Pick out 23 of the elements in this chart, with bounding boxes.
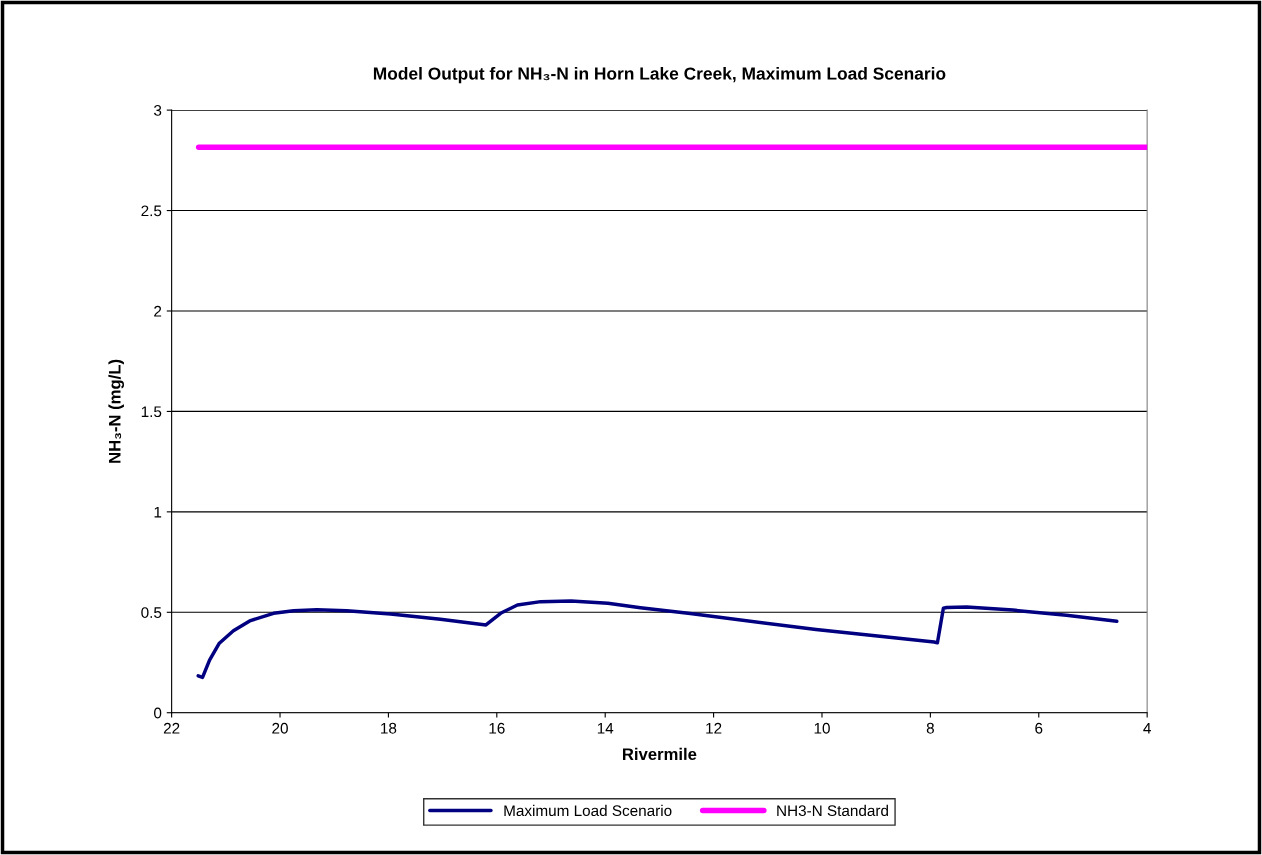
x-tick-label: 8 <box>926 722 934 734</box>
y-axis-title: NH₃-N (mg/L) <box>108 359 125 463</box>
y-tick-label: 3 <box>154 104 162 116</box>
y-tick-label: 2.5 <box>141 205 162 217</box>
y-tick-label: 0 <box>154 707 162 719</box>
y-tick-label: 1.5 <box>141 406 162 418</box>
x-tick-label: 6 <box>1035 722 1043 734</box>
y-tick-label: 2 <box>154 305 162 317</box>
legend-label: NH3-N Standard <box>777 804 888 817</box>
x-tick-label: 10 <box>814 722 830 734</box>
x-tick-label: 16 <box>489 722 505 734</box>
x-tick-label: 12 <box>706 722 722 734</box>
x-axis-title: Rivermile <box>622 747 697 761</box>
chart-title: Model Output for NH₃-N in Horn Lake Creek, Maximum Load Scenario <box>373 66 946 84</box>
legend-label: Maximum Load Scenario <box>504 804 672 817</box>
y-tick-label: 0.5 <box>141 607 162 618</box>
x-tick-label: 4 <box>1143 723 1151 734</box>
x-tick-label: 14 <box>597 723 614 734</box>
x-tick-label: 22 <box>163 722 180 734</box>
y-tick-label: 1 <box>154 506 162 518</box>
line-series <box>196 599 1119 680</box>
x-tick-label: 20 <box>272 722 288 734</box>
x-tick-label: 18 <box>381 722 397 734</box>
